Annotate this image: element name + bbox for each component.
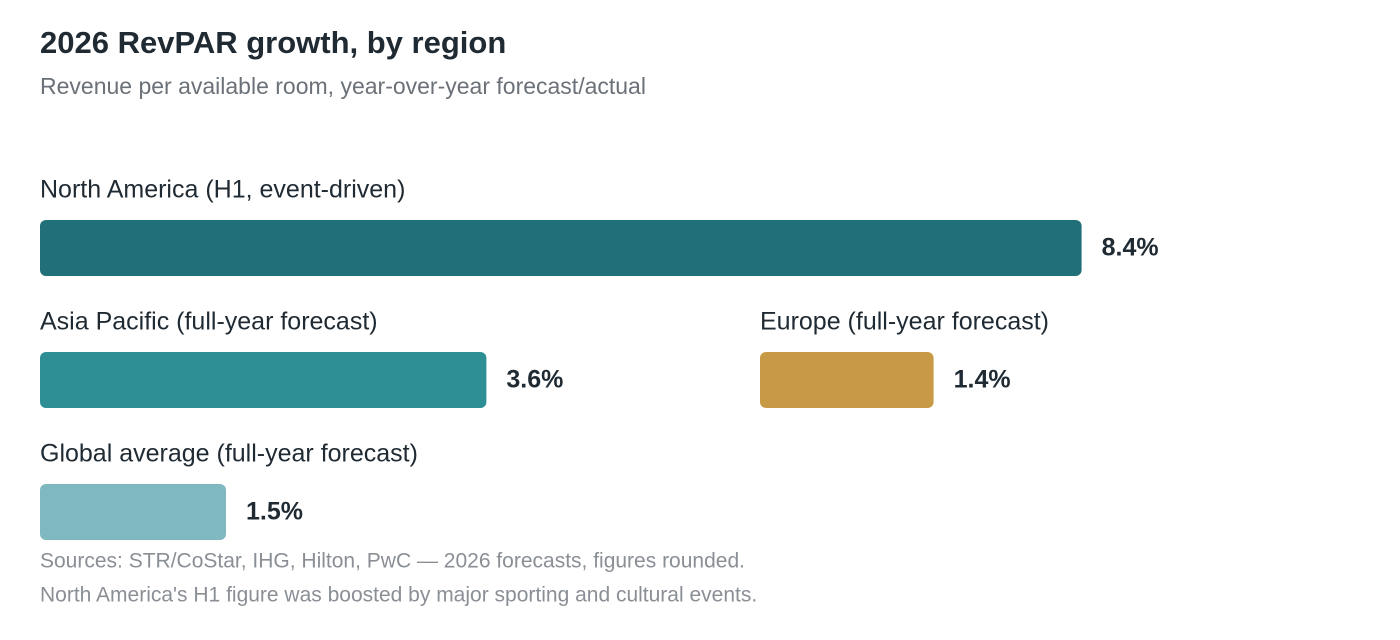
chart-title: 2026 RevPAR growth, by region [40, 25, 506, 60]
category-label: North America (H1, event-driven) [40, 176, 405, 204]
category-label: Global average (full-year forecast) [40, 440, 418, 468]
category-label: Europe (full-year forecast) [760, 308, 1049, 336]
category-label: Asia Pacific (full-year forecast) [40, 308, 378, 336]
value-label: 3.6% [506, 366, 563, 394]
value-label: 1.4% [954, 366, 1011, 394]
value-label: 1.5% [246, 498, 303, 526]
note: North America's H1 figure was boosted by… [40, 584, 757, 607]
value-label: 8.4% [1102, 234, 1159, 262]
bar [40, 352, 487, 408]
bar [40, 484, 226, 540]
bar [760, 352, 934, 408]
chart-subtitle: Revenue per available room, year-over-ye… [40, 73, 646, 99]
bar [40, 220, 1082, 276]
note: Sources: STR/CoStar, IHG, Hilton, PwC — … [40, 550, 745, 573]
